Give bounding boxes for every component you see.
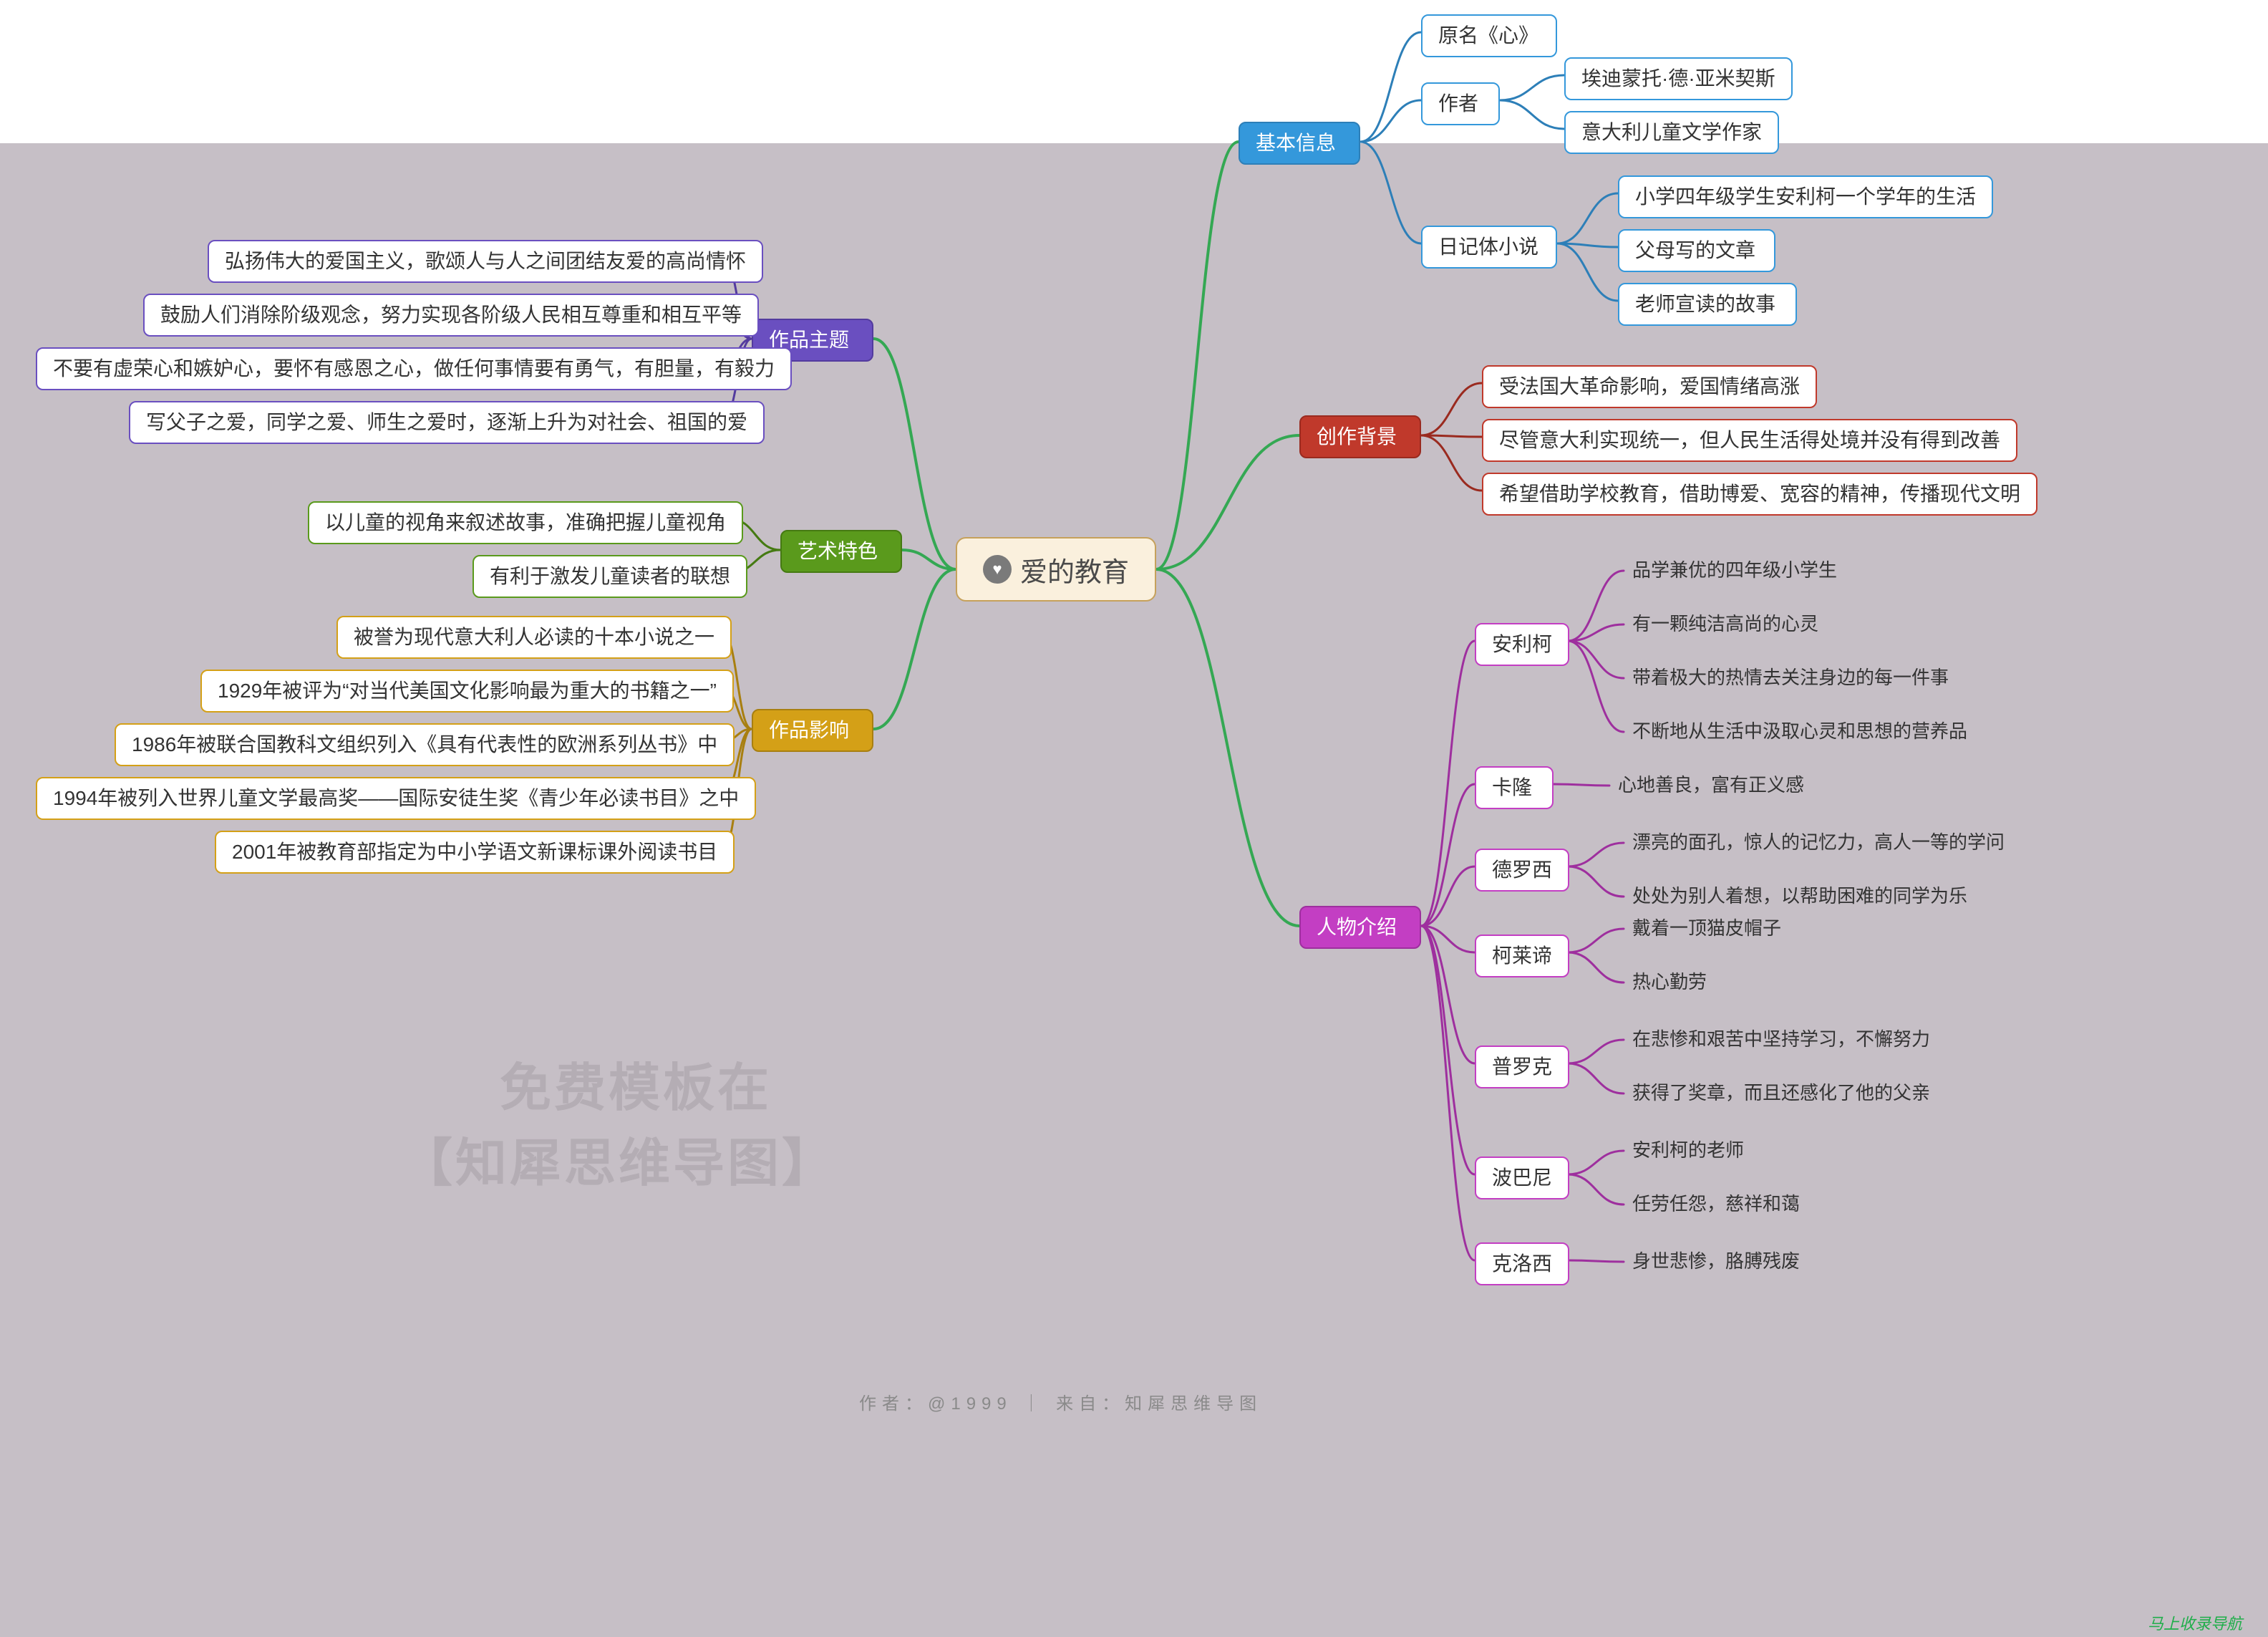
creation-bg-box: 创作背景 — [1299, 415, 1421, 458]
node-box: 希望借助学校教育，借助博爱、宽容的精神，传播现代文明 — [1482, 473, 2037, 516]
node-box: 2001年被教育部指定为中小学语文新课标课外阅读书目 — [215, 831, 735, 874]
diary-novel-box: 日记体小说 — [1421, 226, 1557, 269]
leaf-text: 带着极大的热情去关注身边的每一件事 — [1632, 666, 1949, 690]
anlike-box: 安利柯 — [1475, 623, 1569, 666]
footer-text: 作者：@1999 ｜ 来自：知犀思维导图 — [859, 1389, 1262, 1414]
node-box: 写父子之爱，同学之爱、师生之爱时，逐渐上升为对社会、祖国的爱 — [129, 401, 765, 444]
heart-icon: ♥ — [983, 555, 1012, 584]
node-box: 有利于激发儿童读者的联想 — [472, 555, 747, 598]
node-box: 1929年被评为“对当代美国文化影响最为重大的书籍之一” — [200, 670, 734, 713]
leaf-text: 戴着一顶猫皮帽子 — [1632, 917, 1781, 941]
puluoke-box: 普罗克 — [1475, 1046, 1569, 1088]
node-box: 1994年被列入世界儿童文学最高奖——国际安徒生奖《青少年必读书目》之中 — [36, 777, 756, 820]
root-label: 爱的教育 — [1020, 550, 1129, 589]
watermark-text: 免费模板在 【知犀思维导图】 — [401, 1046, 836, 1196]
root-node: ♥ 爱的教育 — [956, 537, 1156, 602]
impact-box: 作品影响 — [752, 709, 873, 752]
leaf-text: 有一颗纯洁高尚的心灵 — [1632, 612, 1818, 637]
leaf-text: 不断地从生活中汲取心灵和思想的营养品 — [1632, 720, 1967, 744]
node-box: 尽管意大利实现统一，但人民生活得处境并没有得到改善 — [1482, 419, 2017, 462]
leaf-text: 漂亮的面孔，惊人的记忆力，高人一等的学问 — [1632, 831, 2005, 855]
node-box: 老师宣读的故事 — [1618, 283, 1797, 326]
deluoxi-box: 德罗西 — [1475, 849, 1569, 892]
leaf-text: 任劳任怨，慈祥和蔼 — [1632, 1192, 1800, 1217]
leaf-text: 处处为别人着想，以帮助困难的同学为乐 — [1632, 884, 1967, 909]
characters-box: 人物介绍 — [1299, 906, 1421, 949]
leaf-text: 热心勤劳 — [1632, 970, 1707, 995]
leaf-text: 安利柯的老师 — [1632, 1139, 1744, 1163]
node-box: 鼓励人们消除阶级观念，努力实现各阶级人民相互尊重和相互平等 — [143, 294, 759, 337]
leaf-text: 获得了奖章，而且还感化了他的父亲 — [1632, 1081, 1930, 1106]
basic-info-box: 基本信息 — [1239, 122, 1360, 165]
leaf-text: 身世悲惨，胳膊残废 — [1632, 1250, 1800, 1274]
art-box: 艺术特色 — [780, 530, 902, 573]
corner-credit: 马上收录导航 — [2148, 1611, 2242, 1634]
node-box: 父母写的文章 — [1618, 229, 1775, 272]
node-box: 不要有虚荣心和嫉妒心，要怀有感恩之心，做任何事情要有勇气，有胆量，有毅力 — [36, 347, 792, 390]
orig-name-box: 原名《心》 — [1421, 14, 1557, 57]
keluoxi-box: 克洛西 — [1475, 1242, 1569, 1285]
node-box: 以儿童的视角来叙述故事，准确把握儿童视角 — [308, 501, 743, 544]
node-box: 小学四年级学生安利柯一个学年的生活 — [1618, 175, 1993, 218]
leaf-text: 在悲惨和艰苦中坚持学习，不懈努力 — [1632, 1028, 1930, 1052]
node-box: 埃迪蒙托·德·亚米契斯 — [1564, 57, 1793, 100]
node-box: 弘扬伟大的爱国主义，歌颂人与人之间团结友爱的高尚情怀 — [208, 240, 763, 283]
node-box: 意大利儿童文学作家 — [1564, 111, 1779, 154]
kalong-box: 卡隆 — [1475, 766, 1554, 809]
author-box: 作者 — [1421, 82, 1500, 125]
mindmap-canvas: ♥ 爱的教育 基本信息 原名《心》作者 埃迪蒙托·德·亚米契斯意大利儿童文学作家日记体小… — [0, 0, 2268, 1637]
node-box: 受法国大革命影响，爱国情绪高涨 — [1482, 365, 1817, 408]
leaf-text: 心地善良，富有正义感 — [1618, 773, 1804, 798]
node-box: 1986年被联合国教科文组织列入《具有代表性的欧洲系列丛书》中 — [115, 723, 735, 766]
node-box: 被誉为现代意大利人必读的十本小说之一 — [336, 616, 732, 659]
kelaidi-box: 柯莱谛 — [1475, 935, 1569, 977]
leaf-text: 品学兼优的四年级小学生 — [1632, 559, 1837, 583]
bobani-box: 波巴尼 — [1475, 1156, 1569, 1199]
